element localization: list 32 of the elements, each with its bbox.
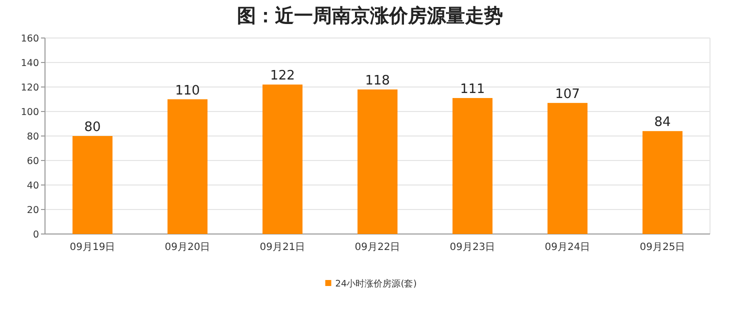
y-tick-label: 60 xyxy=(26,156,39,167)
bar xyxy=(168,99,208,234)
data-label: 80 xyxy=(84,120,101,135)
bar xyxy=(452,98,492,234)
bar xyxy=(358,89,398,234)
bar xyxy=(72,136,112,234)
legend-label: 24小时涨价房源(套) xyxy=(335,278,417,290)
data-label: 111 xyxy=(460,82,485,98)
data-label: 84 xyxy=(654,115,671,130)
x-tick-label: 09月25日 xyxy=(640,242,686,253)
y-tick-label: 120 xyxy=(20,82,39,94)
y-tick-label: 160 xyxy=(20,34,39,44)
x-tick-label: 09月21日 xyxy=(260,242,306,253)
bar xyxy=(548,102,588,234)
data-label: 118 xyxy=(365,73,390,88)
x-tick-label: 09月22日 xyxy=(354,242,400,253)
data-label: 110 xyxy=(175,83,200,98)
y-tick-label: 0 xyxy=(32,230,39,240)
y-tick-label: 80 xyxy=(26,132,39,142)
chart-title: 图：近一周南京涨价房源量走势 xyxy=(237,5,503,27)
x-tick-label: 09月23日 xyxy=(450,242,496,253)
bar xyxy=(262,84,302,234)
x-tick-label: 09月20日 xyxy=(164,242,210,253)
y-tick-label: 100 xyxy=(20,107,39,118)
bar xyxy=(642,131,682,234)
data-label: 107 xyxy=(555,86,580,102)
x-tick-label: 09月19日 xyxy=(70,242,116,253)
y-tick-label: 40 xyxy=(26,180,39,192)
y-tick-label: 20 xyxy=(26,205,39,216)
x-tick-label: 09月24日 xyxy=(544,242,590,253)
y-tick-label: 140 xyxy=(20,58,39,69)
data-label: 122 xyxy=(270,68,295,84)
